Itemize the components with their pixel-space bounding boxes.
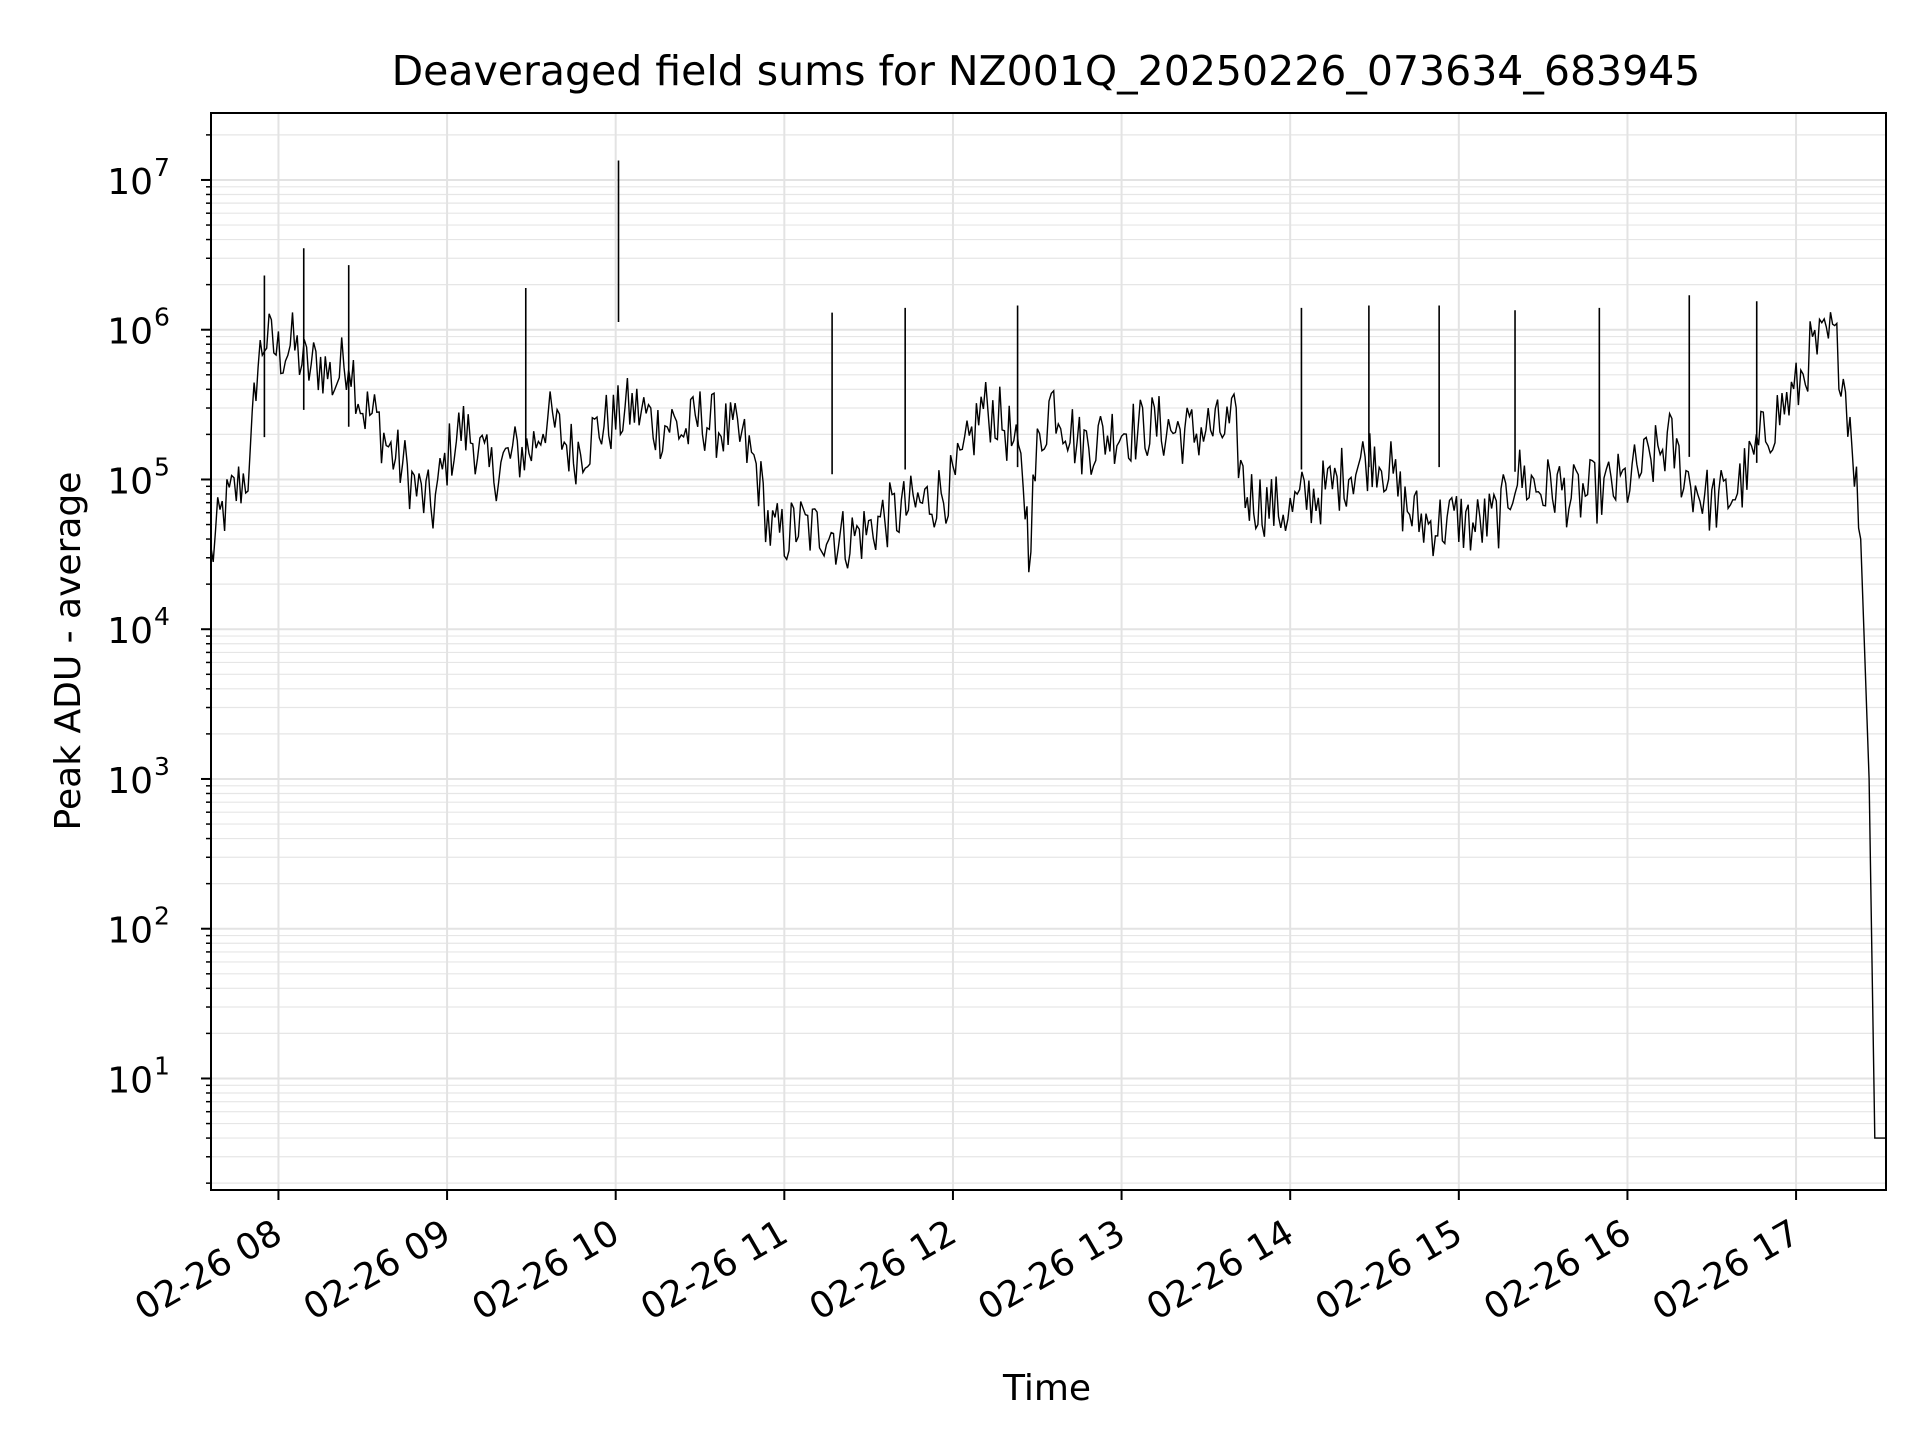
y-tick-exponent: 5 — [154, 452, 170, 481]
x-tick-label: 02-26 13 — [971, 1212, 1132, 1328]
x-tick-label: 02-26 12 — [803, 1212, 964, 1328]
y-tick-exponent: 1 — [154, 1051, 170, 1080]
x-tick-label: 02-26 15 — [1309, 1212, 1470, 1328]
series-line — [210, 312, 1886, 1139]
x-tick-label: 02-26 17 — [1646, 1212, 1807, 1328]
y-axis-label: Peak ADU - average — [48, 472, 89, 831]
y-tick-label: 10 — [107, 461, 153, 502]
y-tick-exponent: 3 — [154, 752, 170, 781]
y-tick-label: 10 — [107, 761, 153, 802]
minor-grid — [211, 134, 1886, 1184]
y-tick-exponent: 2 — [154, 902, 170, 931]
y-tick-exponent: 6 — [154, 303, 170, 332]
x-tick-label: 02-26 08 — [128, 1212, 289, 1328]
plot-area — [210, 112, 1887, 1191]
y-tick-label: 10 — [107, 1060, 153, 1101]
x-tick-label: 02-26 11 — [634, 1212, 795, 1328]
spike-lines — [263, 160, 1758, 475]
major-grid — [211, 113, 1886, 1190]
y-tick-label: 10 — [107, 911, 153, 952]
x-axis: 02-26 08 02-26 09 02-26 10 02-26 11 02-26 12… — [128, 1190, 1807, 1329]
x-tick-label: 02-26 09 — [297, 1212, 458, 1328]
y-tick-label: 10 — [107, 162, 153, 203]
y-tick-exponent: 7 — [154, 153, 170, 182]
y-tick-label: 10 — [107, 312, 153, 353]
x-axis-label: Time — [1002, 1368, 1091, 1409]
y-tick-exponent: 4 — [154, 602, 170, 631]
x-tick-label: 02-26 16 — [1477, 1212, 1638, 1328]
x-tick-label: 02-26 10 — [466, 1212, 627, 1328]
y-tick-label: 10 — [107, 611, 153, 652]
axes-frame — [210, 112, 1887, 1191]
x-tick-label: 02-26 14 — [1140, 1212, 1301, 1328]
chart-title: Deaveraged field sums for NZ001Q_2025022… — [392, 47, 1701, 95]
